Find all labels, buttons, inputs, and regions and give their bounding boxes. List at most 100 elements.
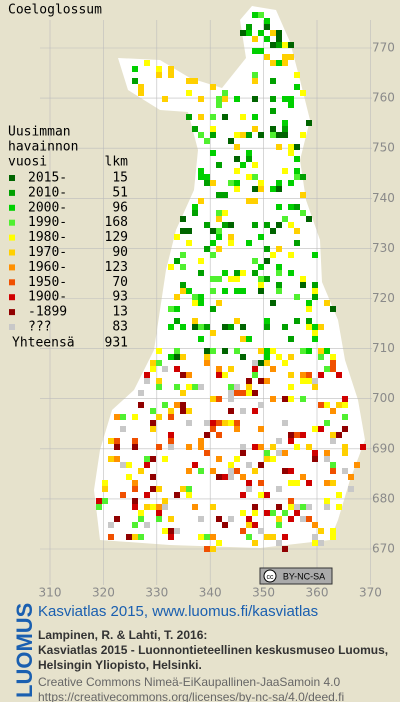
observation [198,516,204,522]
observation [258,12,264,18]
observation [180,324,186,330]
observation [324,504,330,510]
observation [300,90,306,96]
observation [258,480,264,486]
citation: Helsingin Yliopisto, Helsinki. [38,658,202,672]
observation [144,462,150,468]
observation [270,60,276,66]
observation [222,210,228,216]
observation [186,492,192,498]
legend-swatch [9,249,15,256]
observation [120,414,126,420]
observation [252,48,258,54]
observation [216,96,222,102]
observation [138,534,144,540]
observation [264,510,270,516]
observation [300,504,306,510]
observation [114,516,120,522]
observation [186,90,192,96]
observation [252,366,258,372]
observation [258,492,264,498]
observation [258,348,264,354]
observation [210,546,216,552]
observation [132,498,138,504]
observation [216,228,222,234]
observation [198,438,204,444]
observation [180,372,186,378]
observation [174,528,180,534]
observation [240,336,246,342]
y-coord-label: 710 [372,341,395,355]
observation [282,60,288,66]
observation [240,354,246,360]
legend-count: 90 [112,245,128,260]
observation [312,336,318,342]
observation [252,390,258,396]
observation [282,126,288,132]
observation [300,276,306,282]
observation [216,246,222,252]
observation [252,96,258,102]
observation [150,366,156,372]
observation [210,468,216,474]
observation [186,420,192,426]
observation [288,270,294,276]
observation [318,348,324,354]
observation [300,516,306,522]
observation [294,204,300,210]
observation [126,462,132,468]
observation [138,468,144,474]
x-coord-label: 310 [39,586,62,600]
observation [168,306,174,312]
citation: Kasviatlas 2015 - Luonnontieteellinen ke… [38,643,388,657]
observation [138,402,144,408]
observation [312,456,318,462]
observation [216,366,222,372]
observation [342,414,348,420]
observation [324,348,330,354]
observation [276,60,282,66]
observation [294,294,300,300]
observation [306,318,312,324]
headline: Kasviatlas 2015, www.luomus.fi/kasviatla… [38,603,318,620]
observation [288,432,294,438]
observation [144,456,150,462]
observation [210,426,216,432]
observation [282,54,288,60]
observation [174,366,180,372]
observation [168,414,174,420]
observation [276,42,282,48]
observation [282,120,288,126]
observation [204,420,210,426]
observation [264,24,270,30]
observation [198,444,204,450]
observation [270,252,276,258]
observation [288,396,294,402]
observation [276,270,282,276]
observation [216,192,222,198]
observation [240,132,246,138]
observation [222,192,228,198]
logo: LUOMUS [12,603,37,698]
legend-swatch [9,324,15,330]
observation [300,432,306,438]
observation [312,330,318,336]
observation [228,468,234,474]
observation [222,288,228,294]
observation [294,318,300,324]
observation [258,180,264,186]
observation [336,504,342,510]
observation [258,234,264,240]
observation [204,360,210,366]
observation [252,270,258,276]
observation [252,408,258,414]
observation [330,534,336,540]
legend-swatch [9,294,15,301]
observation [222,348,228,354]
observation [282,468,288,474]
observation [216,456,222,462]
observation [288,96,294,102]
observation [234,186,240,192]
legend-swatch [9,279,15,286]
legend-label: 1960- [28,260,67,275]
